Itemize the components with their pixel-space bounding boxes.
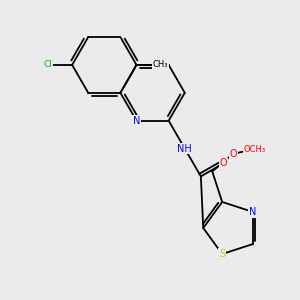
Text: Cl: Cl bbox=[44, 60, 52, 69]
Text: O: O bbox=[220, 158, 227, 168]
Text: OCH₃: OCH₃ bbox=[244, 145, 266, 154]
Text: S: S bbox=[219, 249, 225, 259]
Text: N: N bbox=[249, 207, 256, 217]
Text: O: O bbox=[230, 149, 237, 159]
Text: NH: NH bbox=[177, 143, 192, 154]
Text: CH₃: CH₃ bbox=[153, 60, 168, 69]
Text: N: N bbox=[133, 116, 140, 126]
